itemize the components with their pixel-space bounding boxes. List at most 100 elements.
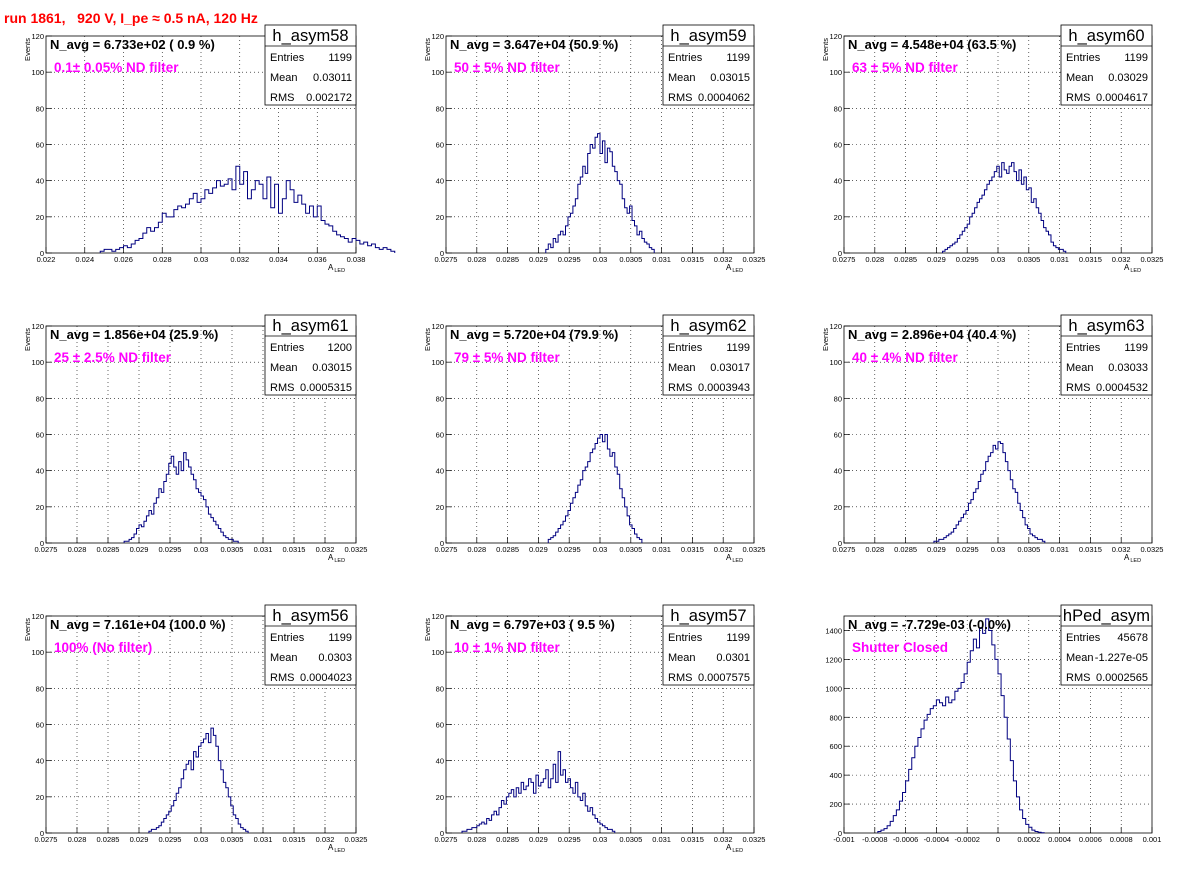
stats-key-entries: Entries [1066, 52, 1101, 64]
histogram-name: h_asym60 [1068, 27, 1144, 45]
stats-value-mean: 0.03017 [710, 362, 750, 374]
x-tick-label: 0.031 [1050, 545, 1069, 554]
x-tick-label: 0.032 [230, 255, 249, 264]
histogram-line [877, 618, 1045, 834]
y-tick-label: 40 [36, 177, 44, 186]
stats-value-mean: 0.03033 [1108, 362, 1148, 374]
y-tick-label: 120 [31, 322, 44, 331]
y-axis-label: Events [423, 618, 432, 641]
y-tick-label: 20 [36, 503, 44, 512]
histogram-name: h_asym63 [1068, 317, 1144, 335]
y-tick-label: 100 [31, 358, 44, 367]
stats-value-mean: 0.03011 [313, 72, 352, 84]
stats-value-entries: 1199 [1124, 342, 1148, 354]
y-tick-label: 60 [834, 141, 842, 150]
filter-label: 100% (No filter) [54, 640, 152, 655]
filter-label: 40 ± 4% ND filter [852, 350, 958, 365]
y-tick-label: 80 [36, 684, 44, 693]
x-tick-label: 0.0002 [1017, 835, 1040, 844]
y-tick-label: 60 [834, 431, 842, 440]
histogram-panel: 0.0275 0.028 0.0285 0.029 0.0295 0.03 0.0305 0.… [821, 24, 1163, 274]
stats-key-mean: Mean [270, 72, 298, 84]
y-tick-label: 0 [838, 539, 842, 548]
histogram-name: h_asym57 [670, 607, 746, 625]
histogram-panel: 0.0275 0.028 0.0285 0.029 0.0295 0.03 0.0305 0.… [821, 314, 1163, 564]
x-tick-label: 0.028 [467, 835, 486, 844]
navg-label: N_avg = 2.896e+04 (40.4 %) [848, 327, 1016, 342]
stats-box [662, 314, 755, 396]
y-tick-label: 80 [834, 104, 842, 113]
y-tick-label: 60 [36, 141, 44, 150]
stats-key-rms: RMS [668, 672, 692, 684]
x-tick-label: 0.032 [714, 545, 733, 554]
stats-value-entries: 1199 [726, 52, 750, 64]
x-axis-label-main: A [1124, 553, 1130, 562]
y-tick-label: 40 [834, 467, 842, 476]
y-tick-label: 1000 [825, 684, 842, 693]
x-tick-label: 0.0285 [97, 835, 120, 844]
histogram-panel: 0.0275 0.028 0.0285 0.029 0.0295 0.03 0.0305 0.… [23, 314, 367, 564]
stats-key-entries: Entries [270, 52, 305, 64]
x-tick-label: 0.0315 [283, 835, 306, 844]
stats-key-entries: Entries [668, 52, 703, 64]
x-axis-label-sub: LED [334, 268, 345, 274]
x-tick-label: 0.03 [991, 545, 1006, 554]
stats-value-rms: 0.0007575 [698, 672, 750, 684]
x-tick-label: 0.029 [130, 545, 149, 554]
stats-key-entries: Entries [668, 342, 703, 354]
x-axis-label-sub: LED [334, 848, 345, 854]
histogram-line [942, 162, 1067, 253]
stats-value-rms: 0.0004532 [1096, 382, 1148, 394]
x-tick-label: 0.022 [37, 255, 56, 264]
histogram-panel: 0.0275 0.028 0.0285 0.029 0.0295 0.03 0.0305 0.… [23, 604, 367, 854]
histogram-line [545, 133, 655, 253]
x-tick-label: 0.031 [254, 835, 273, 844]
x-axis-label: ALED [1124, 553, 1141, 564]
y-tick-label: 60 [436, 431, 444, 440]
x-axis-label-sub: LED [732, 268, 743, 274]
x-tick-label: 0.0315 [1079, 545, 1102, 554]
stats-key-rms: RMS [1066, 382, 1090, 394]
stats-key-entries: Entries [668, 632, 703, 644]
y-tick-label: 0 [40, 829, 44, 838]
x-tick-label: 0.0285 [496, 545, 519, 554]
stats-value-entries: 1199 [726, 632, 750, 644]
y-tick-label: 80 [36, 394, 44, 403]
x-tick-label: 0.0275 [435, 255, 458, 264]
histogram-line [148, 727, 249, 833]
y-tick-label: 80 [436, 394, 444, 403]
x-tick-label: 0.0305 [221, 545, 244, 554]
x-tick-label: 0.029 [529, 835, 548, 844]
x-tick-label: 0.0305 [221, 835, 244, 844]
histogram-panel: 0.0275 0.028 0.0285 0.029 0.0295 0.03 0.0305 0.… [423, 24, 765, 274]
x-axis-label-sub: LED [1130, 558, 1141, 564]
x-tick-label: 0.032 [714, 835, 733, 844]
y-tick-label: 0 [440, 249, 444, 258]
y-tick-label: 200 [829, 800, 842, 809]
y-tick-label: 100 [31, 648, 44, 657]
y-tick-label: 0 [40, 539, 44, 548]
y-tick-label: 1400 [825, 626, 842, 635]
histogram-panel: -0.001 -0.0008 -0.0006 -0.0004 -0.0002 0 0.000… [825, 604, 1161, 844]
stats-key-rms: RMS [270, 672, 294, 684]
stats-key-mean: Mean [270, 652, 298, 664]
y-tick-label: 100 [829, 358, 842, 367]
x-tick-label: -0.0006 [893, 835, 918, 844]
stats-value-entries: 1199 [1124, 52, 1148, 64]
y-tick-label: 20 [834, 503, 842, 512]
x-axis-label-main: A [328, 843, 334, 852]
stats-box [662, 604, 755, 686]
x-tick-label: 0.0275 [435, 545, 458, 554]
x-tick-label: 0.03 [593, 835, 608, 844]
stats-key-rms: RMS [270, 382, 294, 394]
stats-value-rms: 0.002172 [306, 92, 352, 104]
stats-key-entries: Entries [1066, 342, 1101, 354]
y-tick-label: 0 [838, 249, 842, 258]
stats-value-mean: 0.03015 [312, 362, 352, 374]
histogram-line [99, 165, 396, 253]
x-tick-label: 0.028 [865, 255, 884, 264]
x-tick-label: 0.0295 [558, 255, 581, 264]
x-tick-label: 0.028 [68, 545, 87, 554]
navg-label: N_avg = -7.729e-03 (-0.0%) [848, 617, 1011, 632]
stats-value-entries: 1200 [328, 342, 352, 354]
